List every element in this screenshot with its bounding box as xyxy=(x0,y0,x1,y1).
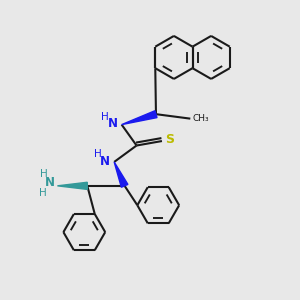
Text: CH₃: CH₃ xyxy=(193,114,209,123)
Text: H: H xyxy=(40,169,48,179)
Polygon shape xyxy=(57,182,87,189)
Polygon shape xyxy=(114,162,128,187)
Polygon shape xyxy=(122,111,157,124)
Text: N: N xyxy=(100,155,110,168)
Text: H: H xyxy=(94,148,102,159)
Text: N: N xyxy=(45,176,55,189)
Text: H: H xyxy=(39,188,47,198)
Text: H: H xyxy=(101,112,109,122)
Text: N: N xyxy=(108,117,118,130)
Text: S: S xyxy=(166,133,175,146)
